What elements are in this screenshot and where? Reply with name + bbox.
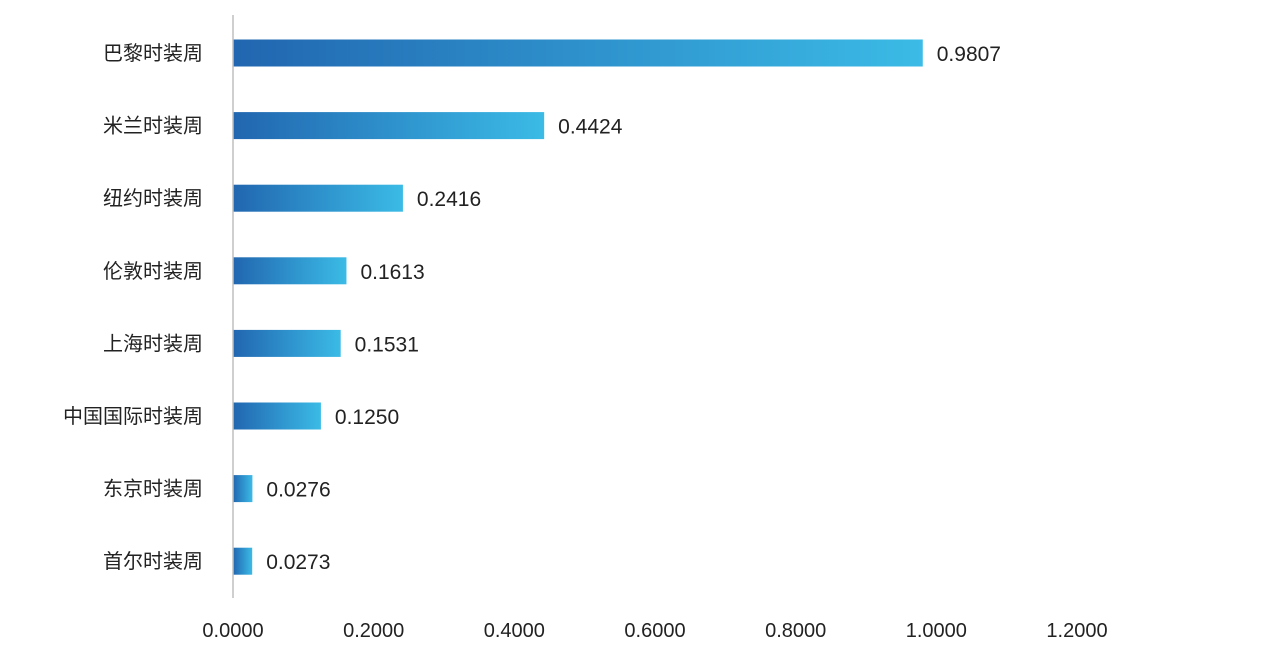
x-axis-ticks: 0.0000 0.2000 0.4000 0.6000 0.8000 1.0000 1.20… [202, 620, 1107, 642]
x-tick-label: 1.0000 [906, 620, 967, 642]
category-labels: 巴黎时装周米兰时装周纽约时装周伦敦时装周上海时装周中国国际时装周东京时装周首尔时… [63, 41, 203, 573]
category-label: 米兰时装周 [103, 114, 203, 138]
value-label: 0.9807 [937, 43, 1001, 66]
category-label: 东京时装周 [103, 477, 203, 501]
category-label: 伦敦时装周 [103, 259, 203, 283]
x-tick-label: 0.0000 [202, 620, 263, 642]
value-label: 0.0273 [266, 551, 330, 574]
value-labels: 0.9807 0.4424 0.2416 0.1613 0.1531 0.1250 0.02… [266, 43, 1001, 574]
bar-3 [233, 257, 347, 285]
bar-4 [233, 329, 341, 357]
x-tick-label: 1.2000 [1046, 620, 1107, 642]
bar-7 [233, 547, 253, 575]
bar-6 [233, 475, 253, 503]
x-tick-label: 0.6000 [624, 620, 685, 642]
value-label: 0.2416 [417, 188, 481, 211]
x-tick-label: 0.2000 [343, 620, 404, 642]
category-label: 巴黎时装周 [103, 41, 203, 65]
value-label: 0.4424 [558, 116, 623, 139]
bar-0 [233, 39, 923, 67]
category-label: 首尔时装周 [103, 549, 203, 573]
value-label: 0.0276 [266, 479, 330, 502]
value-label: 0.1250 [335, 406, 399, 429]
category-label: 中国国际时装周 [63, 404, 203, 428]
value-label: 0.1613 [360, 261, 424, 284]
value-label: 0.1531 [355, 333, 419, 356]
bar-2 [233, 184, 403, 212]
category-label: 纽约时装周 [103, 186, 203, 210]
x-tick-label: 0.8000 [765, 620, 826, 642]
bar-5 [233, 402, 321, 430]
bar-1 [233, 112, 545, 140]
category-label: 上海时装周 [103, 331, 203, 355]
bars-group [233, 39, 923, 575]
x-tick-label: 0.4000 [484, 620, 545, 642]
